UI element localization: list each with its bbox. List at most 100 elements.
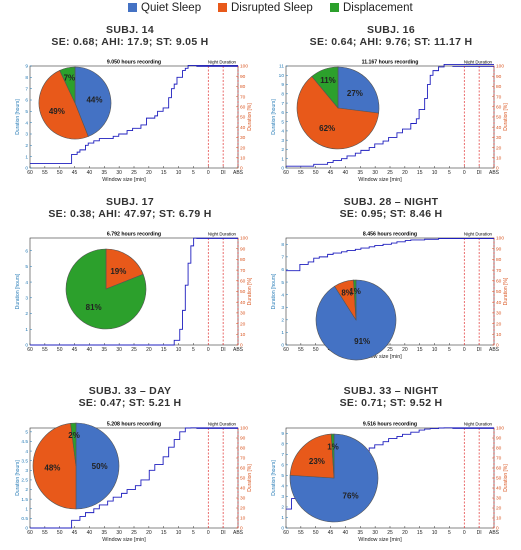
pie-slice-label: 1% xyxy=(349,287,361,296)
night-duration-label: Night Duration xyxy=(464,422,493,427)
y-right-tick-label: 90 xyxy=(240,74,246,80)
y-tick-label: 0 xyxy=(25,526,28,532)
y-tick-label: 8 xyxy=(25,75,28,81)
x-tick-label: 40 xyxy=(87,170,93,176)
chart-title: 11.167 hours recording xyxy=(362,60,419,66)
x-tick-label: 15 xyxy=(161,347,167,353)
pie-slice-disrupted-sleep xyxy=(296,75,380,150)
y-tick-label: 9 xyxy=(281,431,284,437)
pie-slice-label: 44% xyxy=(86,95,102,104)
x-tick-label: 45 xyxy=(72,530,78,536)
y-right-tick-label: 20 xyxy=(240,321,246,327)
pie-slice-displacement xyxy=(59,66,76,104)
y-right-tick-label: 70 xyxy=(496,268,502,274)
y-tick-label: 3 xyxy=(25,468,28,474)
x-tick-label: 50 xyxy=(313,530,319,536)
y-right-tick-label: 70 xyxy=(240,268,246,274)
y-tick-label: 1 xyxy=(25,154,28,160)
subject-stats: SE: 0.47; ST: 5.21 H xyxy=(78,397,182,409)
y-tick-label: 0 xyxy=(25,343,28,349)
y-tick-label: 7 xyxy=(281,255,284,261)
y-right-tick-label: 60 xyxy=(496,279,502,285)
x-tick-label: 10 xyxy=(432,530,438,536)
y-right-axis-label: Duration [%] xyxy=(503,464,509,492)
subject-name: SUBJ. 28 – NIGHT xyxy=(343,196,439,208)
x-tick-label: 5 xyxy=(192,347,195,353)
y-tick-label: 2 xyxy=(25,311,28,317)
x-tick-label: 45 xyxy=(328,170,334,176)
y-right-tick-label: 10 xyxy=(496,156,502,162)
y-tick-label: 6 xyxy=(281,110,284,116)
pie-chart: 76% 23%1% xyxy=(289,433,379,523)
y-right-tick-label: 50 xyxy=(496,289,502,295)
y-tick-label: 0 xyxy=(281,526,284,532)
y-right-axis-label: Duration [%] xyxy=(247,464,253,492)
x-tick-label: 30 xyxy=(372,530,378,536)
y-tick-label: 0 xyxy=(25,166,28,172)
pie-chart: 44% 49% 7% xyxy=(38,66,112,140)
y-right-tick-label: 100 xyxy=(496,64,504,70)
y-right-tick-label: 70 xyxy=(240,94,246,100)
pie-slice-disrupted-sleep xyxy=(105,248,144,290)
subject-name: SUBJ. 16 xyxy=(367,24,415,36)
x-tick-label: 55 xyxy=(298,530,304,536)
pie-slice-label: 50% xyxy=(92,462,108,471)
night-duration-label: Night Duration xyxy=(208,422,237,427)
chart-panel-subj-33-day: 5.208 hours recording Night Duration 60 55 5… xyxy=(12,418,258,546)
x-tick-label: 15 xyxy=(417,170,423,176)
y-right-tick-label: 70 xyxy=(240,456,246,462)
x-tick-label: 0 xyxy=(463,347,466,353)
y-tick-label: 8 xyxy=(281,242,284,248)
y-right-tick-label: 50 xyxy=(240,476,246,482)
y-right-tick-label: 20 xyxy=(240,145,246,151)
y-right-tick-label: 30 xyxy=(240,311,246,317)
y-right-tick-label: 100 xyxy=(240,64,248,70)
x-tick-label: 60 xyxy=(27,530,33,536)
legend-label: Disrupted Sleep xyxy=(231,2,313,14)
y-tick-label: 10 xyxy=(279,73,285,79)
x-tick-label: 15 xyxy=(417,530,423,536)
x-tick-label: 60 xyxy=(283,170,289,176)
y-right-tick-label: 0 xyxy=(496,526,499,532)
x-tick-label: 30 xyxy=(116,530,122,536)
y-right-tick-label: 40 xyxy=(240,125,246,131)
y-right-tick-label: 70 xyxy=(496,94,502,100)
y-tick-label: 4 xyxy=(25,449,28,455)
x-tick-label: 50 xyxy=(313,347,319,353)
x-tick-label: 35 xyxy=(358,530,364,536)
y-right-tick-label: 10 xyxy=(496,516,502,522)
y-right-axis-label: Duration [%] xyxy=(247,103,253,131)
y-axis-label: Duration [hours] xyxy=(271,273,277,309)
y-right-tick-label: 30 xyxy=(496,311,502,317)
y-right-tick-label: 90 xyxy=(240,246,246,252)
y-tick-label: 9 xyxy=(25,64,28,70)
y-right-tick-label: 80 xyxy=(240,84,246,90)
y-right-tick-label: 70 xyxy=(496,456,502,462)
y-axis-label: Duration [hours] xyxy=(15,99,21,135)
y-axis-label: Duration [hours] xyxy=(15,273,21,309)
duration-step-line xyxy=(286,63,494,167)
x-tick-label: 35 xyxy=(358,170,364,176)
y-tick-label: 4.5 xyxy=(21,439,28,445)
x-tick-label: 40 xyxy=(87,347,93,353)
y-tick-label: 5 xyxy=(281,473,284,479)
y-tick-label: 0 xyxy=(281,343,284,349)
subject-name: SUBJ. 33 – DAY xyxy=(88,385,172,397)
x-tick-label: 5 xyxy=(448,347,451,353)
x-tick-label: 60 xyxy=(27,347,33,353)
duration-step-line xyxy=(30,237,238,346)
chart-panel-subj-16: 11.167 hours recording Night Duration 60 55… xyxy=(268,56,514,186)
x-axis-label: Window size [min] xyxy=(102,177,146,183)
y-right-tick-label: 10 xyxy=(240,516,246,522)
subject-stats: SE: 0.95; ST: 8.46 H xyxy=(339,208,443,220)
pie-chart: 91% 8%1% xyxy=(315,279,397,361)
subject-name: SUBJ. 17 xyxy=(106,196,154,208)
y-right-tick-label: 80 xyxy=(496,257,502,263)
pie-slice-label: 76% xyxy=(343,492,359,501)
pie-slice-label: 48% xyxy=(44,463,60,472)
y-right-tick-label: 0 xyxy=(496,166,499,172)
x-tick-label: DI xyxy=(477,530,482,536)
